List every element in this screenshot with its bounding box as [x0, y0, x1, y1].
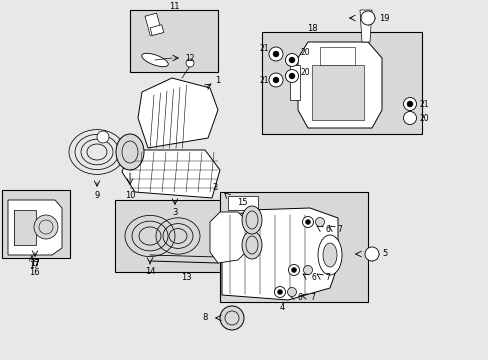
Circle shape — [305, 220, 310, 225]
Polygon shape — [150, 25, 163, 36]
Ellipse shape — [242, 231, 262, 259]
Circle shape — [285, 54, 298, 67]
Bar — [227, 196, 258, 210]
Text: 18: 18 — [306, 23, 317, 32]
Text: 21: 21 — [259, 76, 268, 85]
Text: 12: 12 — [185, 54, 194, 63]
Text: 6: 6 — [297, 293, 302, 302]
Circle shape — [288, 57, 294, 63]
Circle shape — [315, 217, 324, 226]
Text: 14: 14 — [144, 266, 155, 275]
Text: 19: 19 — [378, 14, 388, 23]
Text: 2: 2 — [212, 183, 218, 192]
Text: 9: 9 — [94, 192, 100, 201]
Bar — [14, 210, 36, 245]
Circle shape — [291, 267, 296, 273]
Polygon shape — [209, 212, 247, 263]
Circle shape — [302, 216, 313, 228]
Text: 20: 20 — [300, 48, 309, 57]
Circle shape — [277, 289, 282, 294]
Text: 21: 21 — [259, 44, 268, 53]
Circle shape — [364, 247, 378, 261]
Circle shape — [288, 265, 299, 275]
Text: 15: 15 — [236, 198, 247, 207]
Circle shape — [406, 101, 412, 107]
Bar — [289, 65, 299, 100]
Text: 3: 3 — [172, 207, 177, 216]
Text: 21: 21 — [418, 99, 428, 108]
Bar — [319, 47, 354, 65]
Ellipse shape — [224, 311, 239, 325]
Bar — [262, 32, 421, 134]
Circle shape — [288, 73, 294, 79]
Polygon shape — [145, 13, 162, 36]
Polygon shape — [138, 78, 218, 148]
Ellipse shape — [317, 235, 341, 275]
Ellipse shape — [245, 211, 258, 229]
Text: 20: 20 — [300, 68, 309, 77]
Text: 17: 17 — [30, 260, 40, 269]
Circle shape — [185, 59, 194, 67]
Text: 6: 6 — [311, 274, 316, 283]
Circle shape — [34, 215, 58, 239]
Polygon shape — [222, 208, 337, 300]
Polygon shape — [122, 150, 220, 198]
Ellipse shape — [242, 206, 262, 234]
Ellipse shape — [122, 141, 138, 163]
Circle shape — [360, 11, 374, 25]
Text: 7: 7 — [337, 225, 342, 234]
Ellipse shape — [142, 53, 168, 67]
Text: 1: 1 — [215, 76, 220, 85]
Text: 5: 5 — [382, 249, 387, 258]
Bar — [311, 65, 363, 120]
Text: 16: 16 — [29, 268, 39, 277]
Text: 10: 10 — [124, 192, 135, 201]
Text: 11: 11 — [168, 1, 179, 10]
Text: 8: 8 — [202, 314, 207, 323]
Circle shape — [272, 51, 279, 57]
Circle shape — [287, 288, 296, 297]
Circle shape — [268, 47, 283, 61]
Text: 6: 6 — [325, 225, 330, 234]
Circle shape — [403, 112, 416, 125]
Ellipse shape — [220, 306, 244, 330]
Circle shape — [403, 98, 416, 111]
Polygon shape — [297, 42, 381, 128]
Text: 17: 17 — [30, 260, 40, 269]
Text: 17: 17 — [30, 260, 40, 269]
Ellipse shape — [116, 134, 143, 170]
Circle shape — [268, 73, 283, 87]
Circle shape — [274, 287, 285, 297]
Circle shape — [39, 220, 53, 234]
Bar — [115, 200, 257, 272]
Polygon shape — [359, 10, 371, 42]
Bar — [220, 192, 367, 302]
Circle shape — [285, 69, 298, 82]
Polygon shape — [8, 200, 62, 255]
Text: 17: 17 — [29, 261, 39, 270]
Circle shape — [272, 77, 279, 83]
Ellipse shape — [323, 243, 336, 267]
Text: 4: 4 — [279, 303, 284, 312]
Circle shape — [97, 131, 109, 143]
Text: 7: 7 — [325, 274, 330, 283]
Text: 20: 20 — [418, 113, 428, 122]
Text: 17: 17 — [30, 260, 40, 269]
Ellipse shape — [245, 236, 258, 254]
Bar — [2, 190, 70, 258]
Text: 7: 7 — [310, 293, 315, 302]
Circle shape — [303, 266, 312, 275]
Text: 13: 13 — [181, 274, 191, 283]
Bar — [130, 10, 218, 72]
